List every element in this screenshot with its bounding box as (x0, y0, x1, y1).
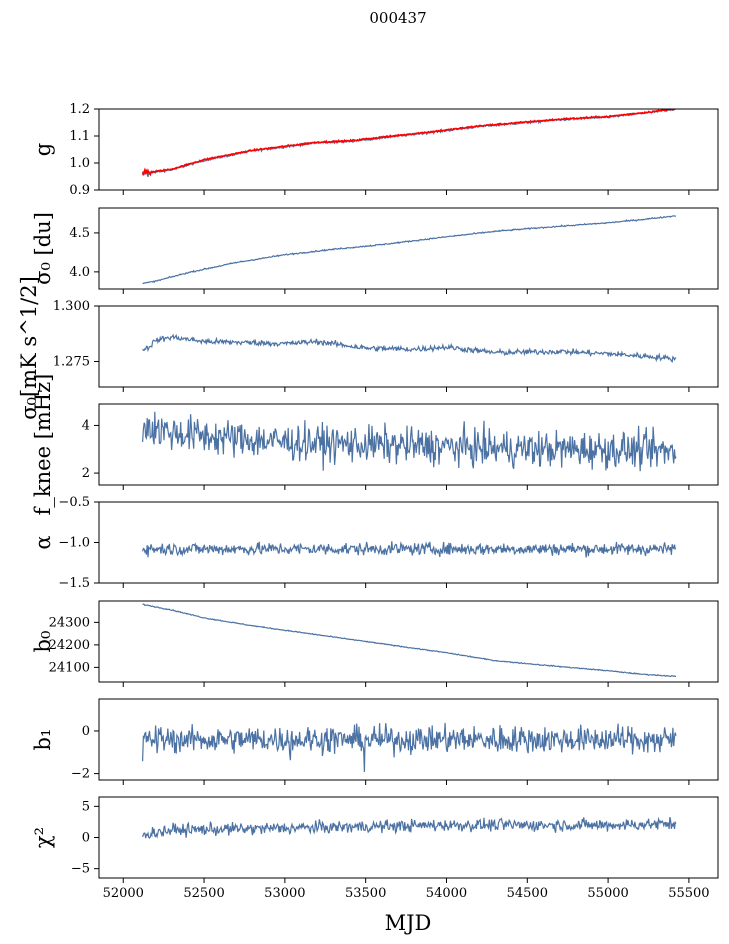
y-axis-label: f_knee [mHz] (31, 374, 55, 516)
series-line-7 (142, 722, 677, 773)
panel-3: 1.275 1.300 σ₀[mK s^1/2] (17, 276, 719, 420)
y-tick-label: 4.0 (69, 265, 90, 280)
y-tick-label: 1.0 (69, 156, 90, 171)
series-line-8 (142, 816, 677, 839)
series-line-2 (142, 215, 677, 285)
x-axis-label: MJD (385, 911, 432, 935)
series-line-5 (142, 541, 677, 558)
y-axis-label: α (31, 535, 55, 549)
panel-frame (98, 108, 719, 191)
panel-frame (98, 600, 719, 683)
y-tick-label: 4.5 (69, 226, 90, 241)
overlay-line (141, 109, 677, 177)
x-tick-label: 55000 (587, 886, 628, 901)
series-line-4 (142, 411, 677, 472)
panel-frame (98, 403, 719, 486)
y-tick-label: 24300 (49, 615, 90, 630)
panel-frame (98, 501, 719, 584)
series-line-3 (142, 333, 677, 363)
y-axis-label: b₀ (31, 631, 55, 653)
y-tick-label: 0 (82, 724, 90, 739)
x-tick-label: 54500 (507, 886, 548, 901)
y-axis-label: b₁ (31, 729, 55, 751)
panel-7: −2 0 b₁ (31, 698, 719, 785)
y-tick-label: 5 (82, 799, 90, 814)
panel-4: 2 4 f_knee [mHz] (31, 374, 719, 516)
y-tick-label: −1.5 (58, 576, 90, 591)
y-tick-label: −1.0 (58, 536, 90, 551)
series-line-6 (142, 603, 676, 678)
y-tick-label: 2 (82, 466, 90, 481)
x-tick-label: 53000 (264, 886, 305, 901)
panel-8: −5 0 5 52000 52500 53000 53500 54000 54500 55000 5… (31, 796, 719, 901)
y-axis-label: σ₀ [du] (31, 212, 55, 285)
y-tick-label: 24100 (49, 660, 90, 675)
y-tick-label: 0 (82, 831, 90, 846)
panels: 0.9 1.0 1.1 1.2 g 4.0 4.5 σ₀ [du] 1.275 1.300 σ₀[m… (17, 102, 719, 901)
y-tick-label: 4 (82, 418, 90, 433)
figure-title: 000437 (369, 9, 426, 27)
y-tick-label: −0.5 (58, 495, 90, 510)
x-tick-label: 54000 (426, 886, 467, 901)
x-tick-label: 52500 (183, 886, 224, 901)
panel-2: 4.0 4.5 σ₀ [du] (31, 207, 719, 294)
y-tick-label: 24200 (49, 638, 90, 653)
y-tick-label: −5 (71, 862, 90, 877)
y-axis-label: g (31, 143, 55, 156)
panel-frame (98, 796, 719, 879)
panel-1: 0.9 1.0 1.1 1.2 g (31, 102, 719, 198)
y-tick-label: 1.2 (69, 102, 90, 117)
y-tick-label: 1.275 (53, 354, 90, 369)
y-tick-label: 1.1 (69, 129, 90, 144)
y-tick-label: 1.300 (53, 299, 90, 314)
y-tick-label: −2 (71, 767, 90, 782)
x-tick-label: 52000 (103, 886, 144, 901)
y-axis-label: χ² (31, 827, 55, 848)
panel-frame (98, 207, 719, 290)
x-tick-label: 53500 (345, 886, 386, 901)
y-tick-label: 0.9 (69, 183, 90, 198)
series-line-1 (142, 109, 677, 178)
panel-frame (98, 305, 719, 388)
panel-5: −1.5 −1.0 −0.5 α (31, 495, 719, 591)
x-tick-label: 55500 (668, 886, 709, 901)
y-axis-label: σ₀[mK s^1/2] (17, 276, 41, 420)
panel-frame (98, 698, 719, 781)
